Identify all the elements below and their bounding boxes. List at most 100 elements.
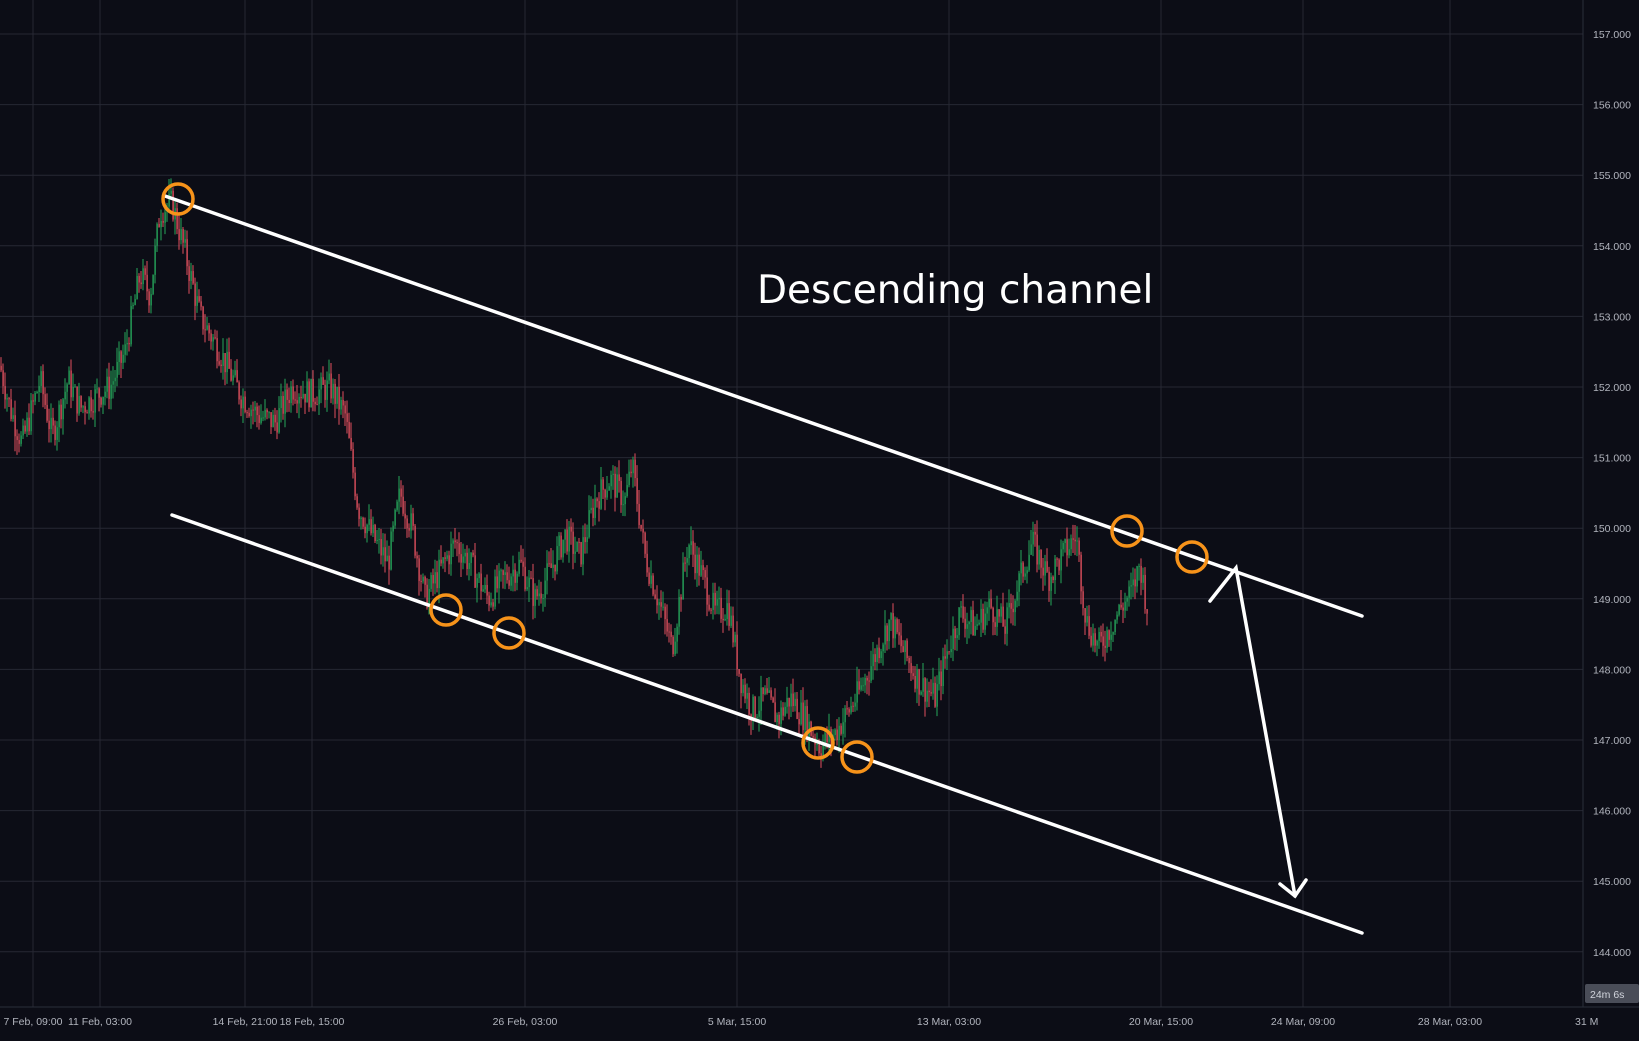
candle-body: [168, 193, 170, 207]
touch-circle-upper-2[interactable]: [1175, 540, 1209, 574]
candle-body: [4, 386, 6, 400]
candle-body: [820, 753, 822, 758]
candle-body: [212, 337, 214, 342]
candle-body: [154, 245, 156, 275]
candle-body: [1022, 562, 1024, 577]
candle-body: [490, 602, 492, 606]
candle-body: [672, 636, 674, 655]
candle-body: [884, 625, 886, 645]
candle-body: [606, 490, 608, 498]
candle-body: [662, 606, 664, 608]
touch-circle-lower-3[interactable]: [801, 726, 835, 760]
candle-body: [42, 371, 44, 395]
touch-circle-top-left[interactable]: [161, 182, 195, 216]
candle-body: [796, 698, 798, 719]
candle-body: [1092, 633, 1094, 646]
candle-body: [596, 498, 598, 502]
candle-body: [26, 417, 28, 432]
candle-body: [172, 190, 174, 220]
candle-body: [362, 517, 364, 527]
candle-body: [1018, 573, 1020, 592]
channel-upper-line[interactable]: [163, 194, 1364, 618]
candle-body: [756, 716, 758, 718]
candle-body: [778, 714, 780, 724]
candle-body: [776, 714, 778, 723]
candle-body: [940, 671, 942, 687]
candle-body: [774, 702, 776, 723]
candle-body: [1138, 565, 1140, 567]
candle-body: [82, 406, 84, 408]
candle-body: [66, 384, 68, 392]
candle-body: [248, 412, 250, 417]
candle-body: [180, 229, 182, 241]
candle-body: [272, 414, 274, 428]
candle-body: [760, 687, 762, 711]
candle-body: [954, 628, 956, 639]
candle-body: [1136, 566, 1138, 587]
candle-body: [902, 646, 904, 653]
candle-body: [726, 603, 728, 620]
candle-body: [372, 524, 374, 534]
candle-body: [226, 351, 228, 373]
candle-body: [998, 609, 1000, 617]
projection-arrow[interactable]: [1208, 563, 1297, 898]
candle-body: [894, 619, 896, 639]
price-axis[interactable]: 144.000 145.000 146.000 147.000 148.000 149.0…: [1582, 0, 1631, 1007]
candle-body: [156, 224, 158, 246]
x-tick-label: 18 Feb, 15:00: [280, 1016, 345, 1028]
candle-body: [508, 580, 510, 586]
candle-body: [48, 420, 50, 430]
touch-circle-lower-4[interactable]: [840, 740, 874, 774]
candle-body: [468, 562, 470, 569]
candle-body: [524, 566, 526, 590]
candle-body: [484, 585, 486, 590]
candle-body: [1112, 632, 1114, 635]
candle-body: [870, 666, 872, 681]
candle-body: [992, 607, 994, 623]
candle-body: [848, 709, 850, 713]
candle-body: [244, 396, 246, 413]
candle-body: [556, 546, 558, 572]
candlestick-series: [0, 178, 1148, 768]
candle-body: [240, 399, 242, 409]
candle-body: [880, 651, 882, 659]
candle-body: [562, 539, 564, 558]
candle-body: [742, 684, 744, 694]
touch-circle-lower-1[interactable]: [429, 593, 463, 627]
candle-body: [630, 471, 632, 474]
candle-body: [448, 555, 450, 565]
candle-body: [1042, 567, 1044, 576]
touch-circle-lower-2[interactable]: [492, 616, 526, 650]
candle-body: [640, 524, 642, 529]
candle-body: [518, 559, 520, 574]
candle-body: [818, 743, 820, 754]
candle-body: [146, 274, 148, 292]
candle-body: [1102, 636, 1104, 646]
candle-body: [70, 370, 72, 398]
candle-body: [1048, 571, 1050, 591]
candle-body: [1028, 554, 1030, 571]
time-axis[interactable]: 7 Feb, 09:00 11 Feb, 03:00 14 Feb, 21:00 18…: [0, 1006, 1639, 1028]
candle-body: [970, 610, 972, 623]
candle-body: [152, 274, 154, 295]
candle-body: [1058, 559, 1060, 571]
candle-body: [1006, 607, 1008, 634]
channel-lower-line[interactable]: [170, 513, 1364, 935]
candle-body: [318, 389, 320, 405]
candle-body: [1120, 604, 1122, 608]
projection-arrowhead[interactable]: [1278, 878, 1308, 899]
candle-body: [966, 624, 968, 629]
candle-body: [464, 552, 466, 557]
candle-body: [1128, 586, 1130, 598]
candle-body: [358, 507, 360, 519]
drawing-layer[interactable]: Descending channel: [161, 182, 1364, 935]
touch-circle-upper-1[interactable]: [1110, 514, 1144, 548]
candle-body: [246, 412, 248, 414]
candle-body: [294, 399, 296, 401]
candle-body: [424, 576, 426, 585]
candle-body: [620, 480, 622, 505]
annotation-label[interactable]: Descending channel: [757, 268, 1153, 313]
candle-body: [786, 697, 788, 707]
